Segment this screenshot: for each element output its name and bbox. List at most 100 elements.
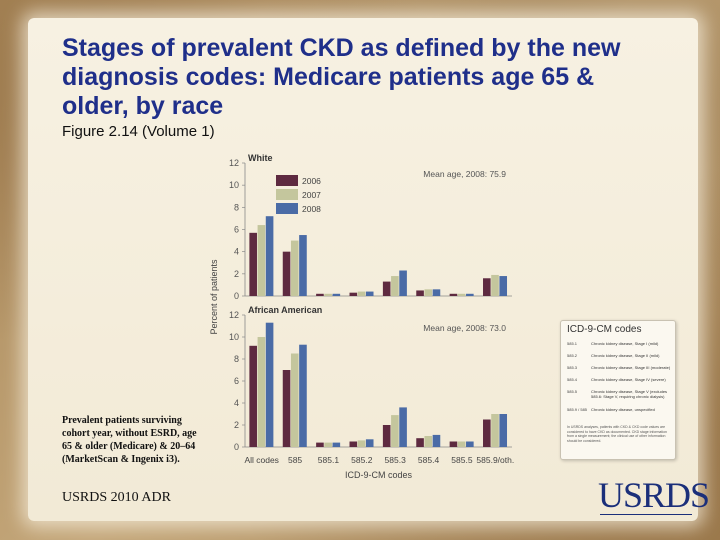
- code-description: Chronic kidney disease, Stage II (mild): [591, 353, 660, 358]
- x-axis-title: ICD-9-CM codes: [345, 470, 413, 480]
- bar-2007: [357, 291, 366, 296]
- bar-2008: [299, 344, 307, 447]
- source-footer: USRDS 2010 ADR: [62, 490, 171, 505]
- bar-2006: [282, 251, 291, 296]
- bar-2008: [399, 270, 407, 296]
- x-tick-label: 585.5: [451, 455, 473, 465]
- icd-codes-legend-title: ICD-9-CM codes: [567, 324, 642, 335]
- bar-2006: [416, 438, 424, 447]
- bar-2006: [449, 293, 458, 296]
- x-tick-label: All codes: [244, 455, 279, 465]
- code-key: 585.3: [567, 365, 578, 370]
- code-description: Chronic kidney disease, Stage V (exclude…: [591, 389, 668, 399]
- bar-2008: [332, 293, 341, 296]
- code-row: 585.1 Chronic kidney disease, Stage I (m…: [567, 341, 671, 351]
- bar-2007: [457, 293, 466, 296]
- y-tick-label: 8: [234, 202, 239, 212]
- bar-2008: [399, 407, 407, 447]
- ckd-stage-bar-chart: 0 2 4 6 8 10 12 White Mean age, 2008: 75.9 0 2 4 6 8 1…: [209, 153, 514, 480]
- y-tick-label: 4: [234, 398, 239, 408]
- bar-2006: [349, 441, 358, 447]
- bar-2006: [349, 292, 358, 296]
- legend-label: 2007: [302, 190, 321, 200]
- bar-2007: [324, 442, 332, 447]
- code-description: Chronic kidney disease, Stage IV (severe…: [591, 377, 666, 382]
- x-tick-label: 585: [288, 455, 302, 465]
- code-description: Chronic kidney disease, unspecified: [591, 407, 655, 412]
- bar-2006: [416, 290, 424, 296]
- bar-2007: [257, 337, 266, 447]
- y-tick-label: 8: [234, 354, 239, 364]
- bar-2007: [290, 353, 299, 447]
- bar-2006: [483, 278, 491, 296]
- bar-2006: [316, 293, 324, 296]
- legend-swatch-2006: [276, 175, 298, 186]
- y-tick-label: 10: [229, 332, 239, 342]
- y-tick-label: 10: [229, 180, 239, 190]
- legend-label: 2006: [302, 176, 321, 186]
- bar-2006: [282, 370, 291, 447]
- y-axis-title: Percent of patients: [209, 259, 219, 335]
- code-row: 585.4 Chronic kidney disease, Stage IV (…: [567, 377, 671, 387]
- code-row: 585.9 / 585 Chronic kidney disease, unsp…: [567, 407, 671, 417]
- figure-caption: Figure 2.14 (Volume 1): [62, 123, 215, 140]
- bar-2008: [365, 291, 374, 296]
- bar-2008: [499, 414, 508, 447]
- bar-2008: [332, 442, 341, 447]
- y-tick-label: 4: [234, 247, 239, 257]
- slide-title: Stages of prevalent CKD as defined by th…: [62, 34, 621, 120]
- bar-2007: [357, 440, 366, 447]
- legend-swatch-2007: [276, 189, 298, 200]
- code-key: 585.9 / 585: [567, 407, 588, 412]
- x-tick-label: 585.3: [385, 455, 407, 465]
- bar-2007: [424, 436, 433, 447]
- icd-codes-footnote: In USRDS analyses, patients with CKD & C…: [567, 425, 667, 443]
- usrds-logo: USRDS: [598, 475, 710, 515]
- bar-2006: [449, 441, 458, 447]
- y-tick-label: 12: [229, 158, 239, 168]
- y-tick-label: 0: [234, 442, 239, 452]
- code-key: 585.1: [567, 341, 578, 346]
- mean-age-label: Mean age, 2008: 75.9: [423, 169, 506, 179]
- code-description: Chronic kidney disease, Stage III (moder…: [591, 365, 671, 370]
- bar-2007: [457, 441, 466, 447]
- code-description: Chronic kidney disease, Stage I (mild): [591, 341, 659, 346]
- y-tick-label: 2: [234, 420, 239, 430]
- panel-title: White: [248, 153, 273, 163]
- bar-2007: [257, 225, 266, 296]
- code-key: 585.5: [567, 389, 578, 394]
- x-tick-label: 585.1: [318, 455, 340, 465]
- bar-2008: [299, 235, 307, 296]
- y-tick-label: 2: [234, 269, 239, 279]
- bar-2006: [382, 281, 391, 296]
- code-row: 585.5 Chronic kidney disease, Stage V (e…: [567, 389, 671, 399]
- x-tick-label: 585.2: [351, 455, 373, 465]
- bar-2007: [491, 274, 499, 296]
- legend-swatch-2008: [276, 203, 298, 214]
- bar-2008: [466, 441, 474, 447]
- bar-2008: [265, 216, 274, 296]
- y-tick-label: 6: [234, 376, 239, 386]
- logo-underline: [600, 514, 692, 515]
- bar-2008: [432, 289, 441, 296]
- bar-2006: [316, 442, 324, 447]
- bar-2008: [499, 276, 508, 296]
- bar-2006: [382, 425, 391, 447]
- bar-2008: [466, 293, 474, 296]
- bar-2008: [432, 434, 441, 447]
- code-row: 585.3 Chronic kidney disease, Stage III …: [567, 365, 671, 375]
- bar-2007: [424, 289, 433, 296]
- bar-2008: [365, 439, 374, 447]
- bar-2008: [265, 322, 274, 447]
- code-key: 585.4: [567, 377, 578, 382]
- bar-2007: [290, 240, 299, 296]
- code-row: 585.2 Chronic kidney disease, Stage II (…: [567, 353, 671, 363]
- x-tick-label: 585.4: [418, 455, 440, 465]
- mean-age-label: Mean age, 2008: 73.0: [423, 323, 506, 333]
- bar-2007: [391, 415, 399, 447]
- bar-2006: [249, 232, 257, 296]
- y-tick-label: 6: [234, 225, 239, 235]
- bar-2007: [324, 293, 332, 296]
- code-key: 585.2: [567, 353, 578, 358]
- icd-codes-legend: ICD-9-CM codes 585.1 Chronic kidney dise…: [560, 320, 676, 460]
